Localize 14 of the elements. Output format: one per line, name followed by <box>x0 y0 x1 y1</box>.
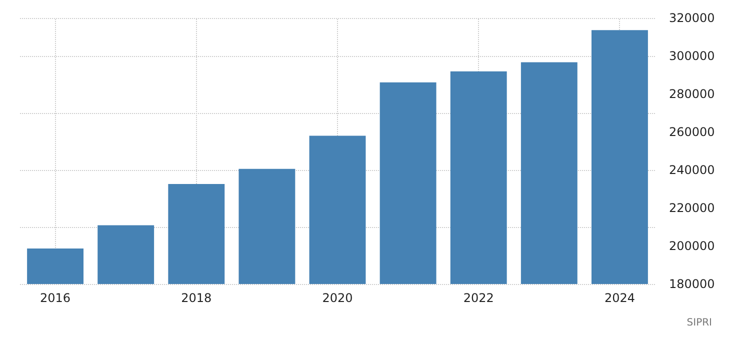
y-tick-label: 280000 <box>669 87 715 101</box>
x-tick-label: 2024 <box>604 291 635 305</box>
y-tick-label: 240000 <box>669 163 715 177</box>
x-tick-label: 2020 <box>322 291 353 305</box>
x-tick-label: 2022 <box>463 291 494 305</box>
x-tick-label: 2018 <box>181 291 212 305</box>
y-tick-label: 180000 <box>669 277 715 291</box>
x-tick-label: 2016 <box>40 291 71 305</box>
text: SIPRI <box>686 318 712 328</box>
y-tick-label: 320000 <box>669 11 715 25</box>
y-tick-label: 300000 <box>669 49 715 63</box>
y-tick-label: 260000 <box>669 125 715 139</box>
y-tick-label: 200000 <box>669 239 715 253</box>
y-tick-label: 220000 <box>669 201 715 215</box>
